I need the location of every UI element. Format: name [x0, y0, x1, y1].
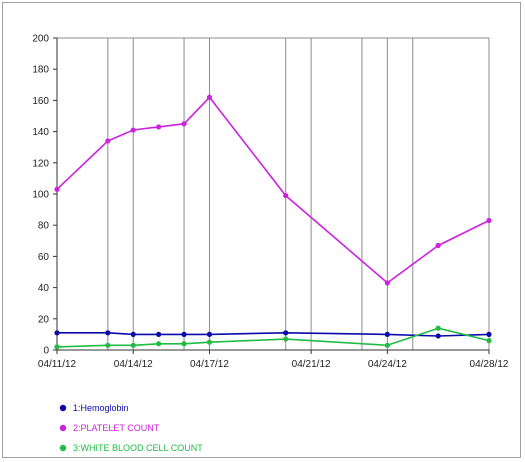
y-tick-label: 80	[38, 221, 50, 232]
data-point	[105, 342, 111, 348]
data-point	[435, 333, 441, 339]
y-tick-label: 0	[43, 346, 49, 357]
x-axis-ticks: 04/11/12 04/14/12 04/17/12 04/21/12 04/24/12…	[38, 350, 509, 370]
y-tick-label: 200	[32, 34, 49, 45]
y-tick-label: 60	[38, 252, 50, 263]
axes	[56, 37, 490, 351]
data-point	[156, 124, 162, 130]
data-point	[283, 192, 289, 199]
legend-label: 3:WHITE BLOOD CELL COUNT	[73, 443, 203, 453]
legend-item: 3:WHITE BLOOD CELL COUNT	[59, 443, 203, 453]
data-point	[486, 338, 492, 344]
x-tick-label: 04/14/12	[114, 359, 153, 370]
series-line	[57, 331, 490, 337]
y-tick-label: 160	[32, 96, 49, 107]
legend-label: 2:PLATELET COUNT	[73, 423, 160, 433]
data-point	[206, 94, 213, 100]
legend-item: 2:PLATELET COUNT	[59, 423, 160, 433]
x-tick-label: 04/24/12	[368, 359, 407, 370]
series-line	[56, 96, 490, 284]
y-tick-label: 120	[32, 158, 49, 169]
data-point	[486, 331, 492, 337]
legend: 1:Hemoglobin 2:PLATELET COUNT 3:WHITE BLOO…	[59, 403, 203, 453]
series-line	[56, 327, 490, 348]
data-point	[384, 342, 390, 348]
data-point	[384, 331, 390, 337]
data-point	[206, 331, 213, 337]
plot-border	[56, 37, 490, 351]
chart-frame: 0 20 40 60 80 100 120 140 160 180 200 04/11/12 04/1…	[2, 2, 521, 458]
data-point	[54, 330, 60, 336]
data-point	[206, 339, 213, 345]
data-point	[486, 217, 492, 224]
data-point	[156, 331, 162, 337]
x-tick-label: 04/28/12	[470, 359, 509, 370]
series	[54, 330, 492, 339]
legend-marker	[59, 444, 67, 452]
y-tick-label: 20	[38, 314, 50, 325]
data-point	[130, 331, 136, 337]
data-point	[130, 342, 136, 348]
data-point	[435, 325, 441, 331]
y-tick-label: 40	[38, 283, 50, 294]
data-point	[156, 341, 162, 347]
legend-marker	[59, 404, 67, 412]
x-tick-label: 04/11/12	[38, 359, 77, 370]
data-point	[105, 330, 111, 336]
series-lines	[54, 94, 492, 350]
vertical-gridlines	[107, 38, 414, 350]
data-point	[181, 331, 187, 337]
data-point	[181, 121, 187, 127]
x-tick-label: 04/17/12	[190, 359, 229, 370]
series	[54, 325, 492, 350]
legend-item: 1:Hemoglobin	[59, 403, 129, 413]
data-point	[54, 344, 60, 350]
x-tick-label: 04/21/12	[292, 359, 331, 370]
legend-label: 1:Hemoglobin	[73, 403, 129, 413]
data-point	[283, 330, 289, 336]
data-point	[130, 127, 136, 133]
series	[54, 94, 492, 286]
y-tick-label: 180	[32, 65, 49, 76]
y-axis-ticks: 0 20 40 60 80 100 120 140 160 180 200	[32, 34, 57, 357]
y-tick-label: 100	[32, 190, 49, 201]
data-point	[384, 280, 390, 286]
data-point	[105, 138, 111, 144]
data-point	[435, 242, 441, 249]
data-point	[181, 341, 187, 347]
legend-marker	[59, 424, 67, 432]
data-point	[54, 186, 60, 192]
data-point	[283, 336, 289, 342]
y-tick-label: 140	[32, 127, 49, 138]
